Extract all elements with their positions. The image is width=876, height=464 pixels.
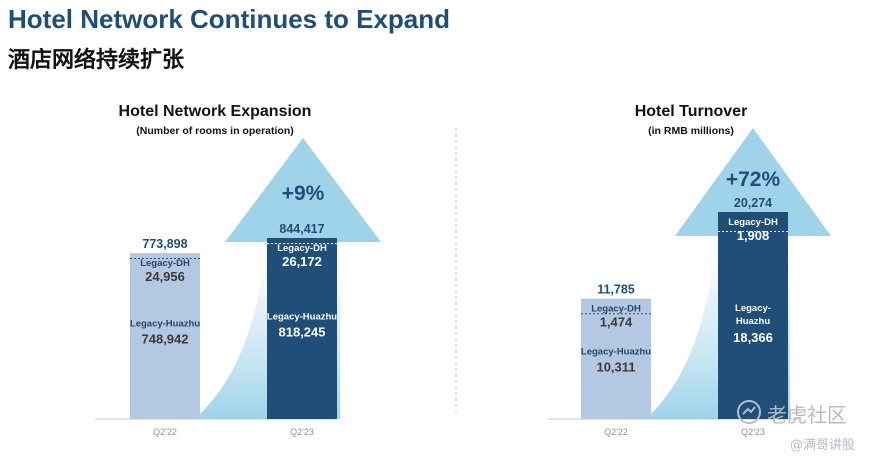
chart-title: Hotel Turnover [635, 103, 748, 120]
chart-subtitle: (in RMB millions) [648, 125, 734, 137]
bar-segment-legacy-dh [581, 298, 651, 314]
watermark-author: @满哥讲股 [790, 438, 856, 453]
bar-segment-legacy-huazhu [267, 243, 337, 419]
bar-segment-legacy-dh [267, 238, 337, 244]
x-tick-label: Q2'23 [741, 427, 765, 437]
bar-value-legacy-dh: 1,474 [600, 315, 633, 330]
growth-label: +9% [282, 182, 325, 205]
bar-total-label: 773,898 [142, 237, 187, 251]
bar-total-label: 20,274 [734, 196, 772, 210]
bar-value-legacy-huazhu: 10,311 [596, 359, 635, 374]
bar-total-label: 844,417 [279, 222, 324, 236]
bar-value-legacy-huazhu: 748,942 [142, 332, 189, 347]
bar-segment-legacy-huazhu [581, 313, 651, 419]
tiger-community-logo-icon [737, 400, 761, 424]
panel-hotel-turnover: Hotel Turnover (in RMB millions) +72% 11,78… [548, 103, 831, 437]
bar-value-legacy-dh: 24,956 [145, 269, 185, 284]
bar-segment-legacy-dh [130, 253, 200, 259]
legend-legacy-dh-label: Legacy-DH [277, 243, 327, 254]
bar-segment-legacy-huazhu [718, 231, 788, 419]
x-tick-label: Q2'22 [153, 427, 177, 437]
growth-arrow-icon [675, 128, 831, 236]
panel-hotel-network: Hotel Network Expansion (Number of rooms … [95, 103, 381, 437]
bar-segment-legacy-dh [718, 212, 788, 232]
legend-legacy-dh-label: Legacy-DH [140, 258, 190, 269]
page-subtitle: 酒店网络持续扩张 [8, 48, 185, 73]
x-tick-label: Q2'23 [290, 427, 314, 437]
legend-legacy-huazhu-label: Huazhu [736, 316, 771, 327]
legend-legacy-dh-label: Legacy-DH [728, 217, 778, 228]
legend-legacy-huazhu-label: Legacy-Huazhu [130, 319, 200, 330]
legend-legacy-dh-label: Legacy-DH [591, 304, 641, 315]
growth-label: +72% [726, 168, 781, 191]
bar-value-legacy-dh: 26,172 [282, 254, 322, 269]
legend-legacy-huazhu-label: Legacy-Huazhu [581, 346, 651, 357]
bar-value-legacy-huazhu: 18,366 [733, 330, 773, 345]
growth-arrow-icon [225, 138, 381, 242]
chart-title: Hotel Network Expansion [119, 103, 312, 120]
page-title: Hotel Network Continues to Expand [8, 4, 451, 34]
x-tick-label: Q2'22 [604, 427, 628, 437]
bar-value-legacy-huazhu: 818,245 [279, 324, 326, 339]
bar-value-legacy-dh: 1,908 [737, 228, 770, 243]
bar-total-label: 11,785 [597, 283, 635, 297]
bar-segment-legacy-huazhu [130, 258, 200, 419]
legend-legacy-huazhu-label: Legacy-Huazhu [267, 311, 337, 322]
legend-legacy-huazhu-label: Legacy- [735, 303, 771, 314]
watermark-site: 老虎社区 [767, 403, 847, 427]
chart-subtitle: (Number of rooms in operation) [136, 125, 294, 137]
